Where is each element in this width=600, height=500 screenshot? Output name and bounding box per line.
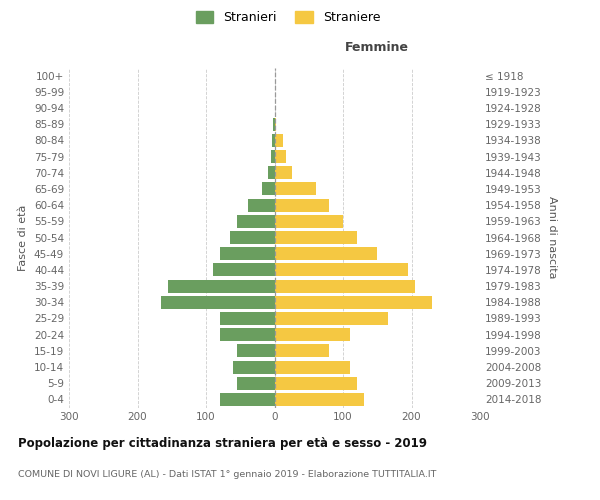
Bar bbox=[275, 376, 356, 390]
Bar bbox=[275, 247, 377, 260]
Text: Popolazione per cittadinanza straniera per età e sesso - 2019: Popolazione per cittadinanza straniera p… bbox=[18, 438, 427, 450]
Bar bbox=[275, 166, 292, 179]
Text: COMUNE DI NOVI LIGURE (AL) - Dati ISTAT 1° gennaio 2019 - Elaborazione TUTTITALI: COMUNE DI NOVI LIGURE (AL) - Dati ISTAT … bbox=[18, 470, 436, 479]
Y-axis label: Fasce di età: Fasce di età bbox=[19, 204, 28, 270]
Bar bbox=[220, 328, 275, 341]
Bar bbox=[275, 360, 350, 374]
Bar bbox=[275, 344, 329, 358]
Bar bbox=[271, 150, 275, 163]
Bar bbox=[220, 393, 275, 406]
Bar bbox=[169, 280, 275, 292]
Bar bbox=[161, 296, 275, 308]
Bar bbox=[248, 198, 275, 211]
Bar bbox=[272, 134, 275, 147]
Bar bbox=[237, 376, 275, 390]
Bar bbox=[275, 198, 329, 211]
Legend: Stranieri, Straniere: Stranieri, Straniere bbox=[191, 6, 385, 29]
Bar bbox=[237, 215, 275, 228]
Bar bbox=[275, 182, 316, 196]
Bar bbox=[275, 231, 356, 244]
Bar bbox=[233, 360, 275, 374]
Bar bbox=[275, 328, 350, 341]
Bar bbox=[275, 215, 343, 228]
Bar bbox=[273, 118, 275, 130]
Bar bbox=[220, 312, 275, 325]
Bar bbox=[275, 264, 408, 276]
Bar bbox=[230, 231, 275, 244]
Bar bbox=[275, 296, 432, 308]
Bar bbox=[275, 393, 364, 406]
Bar bbox=[275, 280, 415, 292]
Bar bbox=[268, 166, 275, 179]
Bar bbox=[275, 150, 286, 163]
Bar bbox=[213, 264, 275, 276]
Bar bbox=[275, 134, 283, 147]
Bar bbox=[237, 344, 275, 358]
Bar bbox=[262, 182, 275, 196]
Bar bbox=[275, 118, 276, 130]
Bar bbox=[275, 312, 388, 325]
Y-axis label: Anni di nascita: Anni di nascita bbox=[547, 196, 557, 279]
Text: Femmine: Femmine bbox=[345, 41, 409, 54]
Bar bbox=[220, 247, 275, 260]
